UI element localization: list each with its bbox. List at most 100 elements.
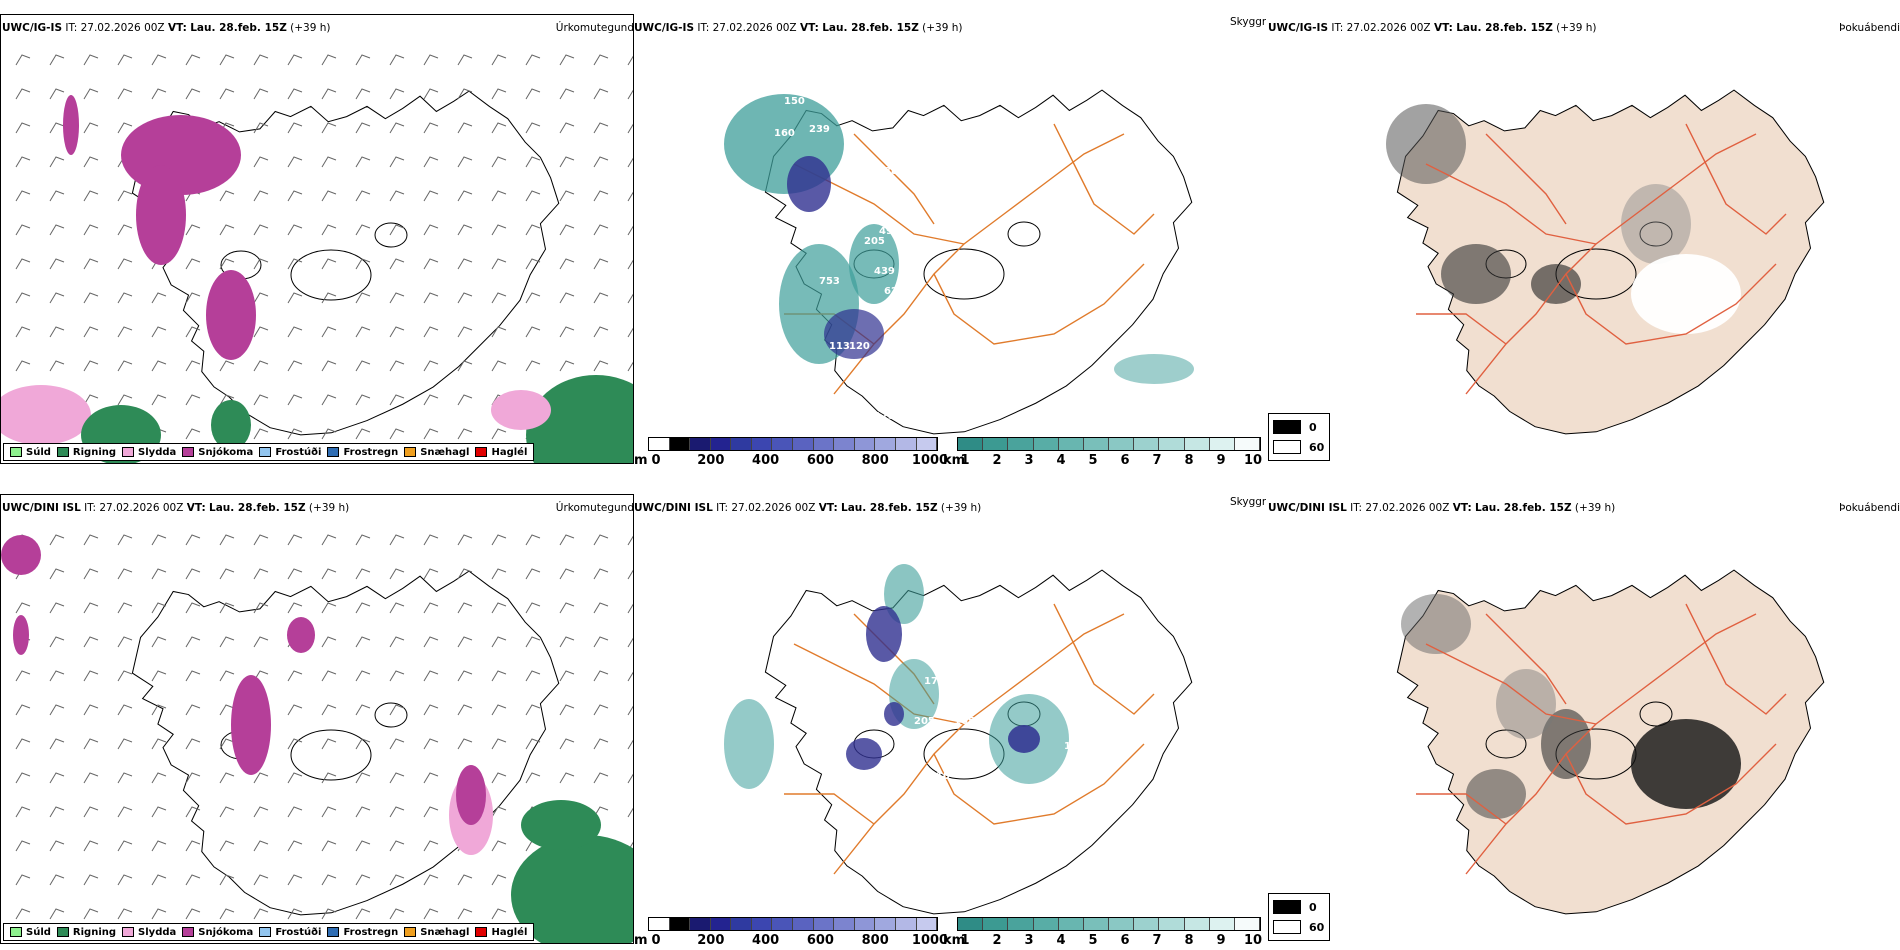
field-area: [287, 617, 315, 653]
cloud-base-colorbar-top: m 0 200 400 600 800 1000: [634, 437, 948, 469]
field-area: [724, 699, 774, 789]
field-area: [1401, 594, 1471, 654]
legend-swatch: [122, 447, 135, 457]
wind-barb: [423, 534, 439, 546]
wind-barb: [83, 224, 99, 236]
cbar-swatch: [1008, 438, 1034, 450]
legend-label: Slydda: [138, 926, 177, 938]
cbar-swatch: [813, 438, 835, 450]
wind-barb: [151, 602, 167, 614]
wind-barb: [287, 88, 303, 100]
cbar-swatch: [983, 918, 1009, 930]
wind-barb: [457, 534, 473, 546]
wind-barb: [593, 258, 609, 270]
legend-item: Frostúði: [259, 927, 321, 938]
wind-barb: [389, 908, 405, 920]
panel-type-label: Skyggni: [1230, 16, 1272, 28]
wind-barb: [389, 258, 405, 270]
cloud-base-colorbar-bottom: m 0 200 400 600 800 1000: [634, 917, 948, 949]
wind-barb: [49, 88, 65, 100]
field-area: [1386, 104, 1466, 184]
wind-barb: [525, 772, 541, 784]
wind-barb: [627, 259, 633, 270]
wind-barb: [593, 224, 609, 236]
precip-legend: Súld Rigning Slydda Snjókoma Frostúði Frostre…: [3, 923, 535, 941]
legend-label: Haglél: [491, 446, 528, 458]
cbar-tick-label: 0: [651, 453, 661, 468]
wind-barb: [321, 190, 337, 202]
road: [853, 133, 935, 225]
cloud-base-label: 160: [774, 128, 795, 139]
field-area: [231, 675, 271, 775]
wind-barb: [491, 258, 507, 270]
wind-barb: [389, 840, 405, 852]
cbar-swatch: [1234, 918, 1261, 930]
cbar-visibility-swatches: [957, 917, 1261, 931]
wind-barb: [253, 326, 269, 338]
legend-label: Súld: [26, 446, 51, 458]
cbar-tick-label: 800: [861, 933, 889, 948]
wind-barb: [253, 190, 269, 202]
wind-barb: [185, 772, 201, 784]
wind-barb: [355, 156, 371, 168]
wind-barb: [151, 88, 167, 100]
wind-barb: [423, 738, 439, 750]
wind-barb: [559, 772, 575, 784]
cbar-swatch: [1209, 438, 1235, 450]
wind-barb: [593, 360, 609, 372]
wind-barb: [117, 704, 133, 716]
wind-barb: [321, 568, 337, 580]
cbar-tick-label: 4: [1056, 933, 1066, 948]
cloud-base-labels: 107 205 105 178 110 187 190: [914, 606, 1095, 782]
field-area: [1541, 709, 1591, 779]
wind-barb: [15, 190, 31, 202]
fog-panel-bottom: [1266, 494, 1900, 944]
wind-barb: [15, 704, 31, 716]
wind-barb: [525, 360, 541, 372]
wind-barb: [559, 224, 575, 236]
wind-barb: [491, 428, 507, 440]
wind-barb: [627, 739, 633, 750]
wind-barb: [49, 258, 65, 270]
wind-barb: [525, 670, 541, 682]
wind-barb: [219, 534, 235, 546]
wind-barb: [627, 157, 633, 168]
field-area: [1441, 244, 1511, 304]
wind-barb: [287, 326, 303, 338]
wind-barb: [185, 908, 201, 920]
glacier-outline: [374, 702, 408, 728]
wind-barb: [151, 704, 167, 716]
wind-barb: [389, 636, 405, 648]
wind-barb: [593, 568, 609, 580]
wind-barb: [593, 292, 609, 304]
legend-item: Frostregn: [327, 927, 398, 938]
wind-barb: [321, 428, 337, 440]
field-area: [491, 390, 551, 430]
cbar-tick-label: 1: [960, 933, 970, 948]
wind-barb: [83, 704, 99, 716]
legend-item: Súld: [10, 447, 51, 458]
cbar-swatch: [1184, 918, 1210, 930]
cbar-tick-label: 200: [697, 933, 725, 948]
wind-barb: [219, 54, 235, 66]
cbar-tick-label: 2: [992, 933, 1002, 948]
wind-barb: [83, 738, 99, 750]
wind-barb: [423, 602, 439, 614]
panel-type-label: Skyggni: [1230, 496, 1272, 508]
panel-type-label: Þokuábendi: [1839, 502, 1900, 514]
wind-barb: [287, 840, 303, 852]
wind-barb: [593, 88, 609, 100]
wind-barb: [627, 327, 633, 338]
wind-barb: [219, 602, 235, 614]
wind-barb: [49, 224, 65, 236]
wind-barb: [321, 122, 337, 134]
road: [1485, 613, 1567, 705]
cbar-swatch: [649, 918, 670, 930]
wind-barb: [287, 190, 303, 202]
wind-barb: [219, 636, 235, 648]
cloud-base-label: 150: [784, 96, 805, 107]
cloud-base-label: 178: [924, 676, 945, 687]
legend-swatch: [56, 447, 69, 457]
road-network: [1416, 123, 1787, 395]
wind-barb: [525, 122, 541, 134]
